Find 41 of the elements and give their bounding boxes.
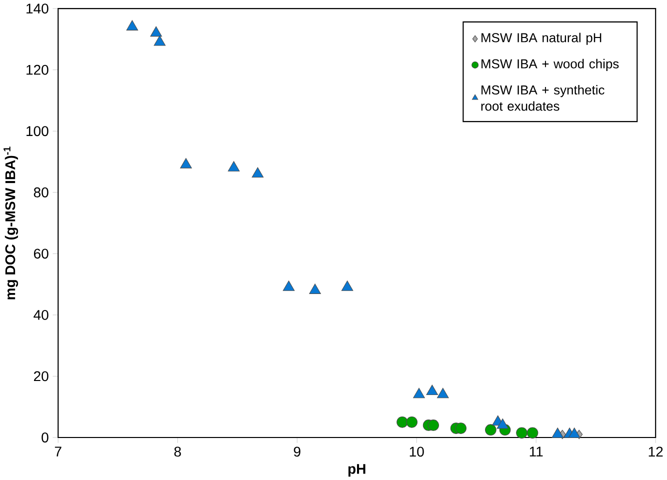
point: [252, 167, 264, 178]
x-axis-title: pH: [348, 464, 366, 477]
point: [396, 416, 408, 428]
legend-label: MSW IBA natural pH: [482, 32, 602, 45]
point: [180, 158, 192, 168]
point: [154, 35, 166, 46]
point: [126, 20, 138, 30]
point: [413, 388, 425, 398]
point: [526, 427, 538, 438]
y-tick-label: 80: [34, 187, 48, 198]
point: [455, 422, 466, 434]
point: [568, 428, 580, 438]
x-tick-label: 9: [294, 446, 300, 457]
point: [309, 284, 321, 294]
y-tick-label: 140: [26, 3, 48, 14]
legend-label: MSW IBA + synthetic root exudates: [481, 84, 604, 111]
point: [228, 161, 240, 172]
y-tick-label: 20: [34, 371, 48, 382]
y-tick-label: 60: [34, 248, 48, 259]
point: [341, 280, 354, 291]
point: [516, 427, 528, 438]
point: [406, 416, 418, 428]
point: [150, 26, 162, 36]
x-tick-label: 10: [410, 446, 424, 457]
y-tick-label: 100: [26, 126, 48, 136]
x-tick-label: 8: [174, 446, 181, 457]
x-tick-label: 12: [648, 446, 663, 456]
point: [437, 388, 449, 398]
point: [496, 418, 509, 429]
x-tick-label: 11: [530, 446, 543, 456]
y-tick-label: 0: [42, 432, 48, 442]
y-tick-label: 120: [26, 64, 48, 75]
point: [428, 419, 440, 431]
point: [552, 428, 564, 438]
y-axis-title: mg DOC (g-MSW IBA)$^{-1}$: [4, 146, 18, 300]
x-tick-label: 7: [54, 446, 62, 456]
legend-label: MSW IBA + wood chips: [482, 58, 619, 71]
y-tick-label: 40: [34, 310, 48, 320]
point: [485, 424, 496, 436]
point: [282, 280, 295, 291]
point: [426, 384, 438, 395]
